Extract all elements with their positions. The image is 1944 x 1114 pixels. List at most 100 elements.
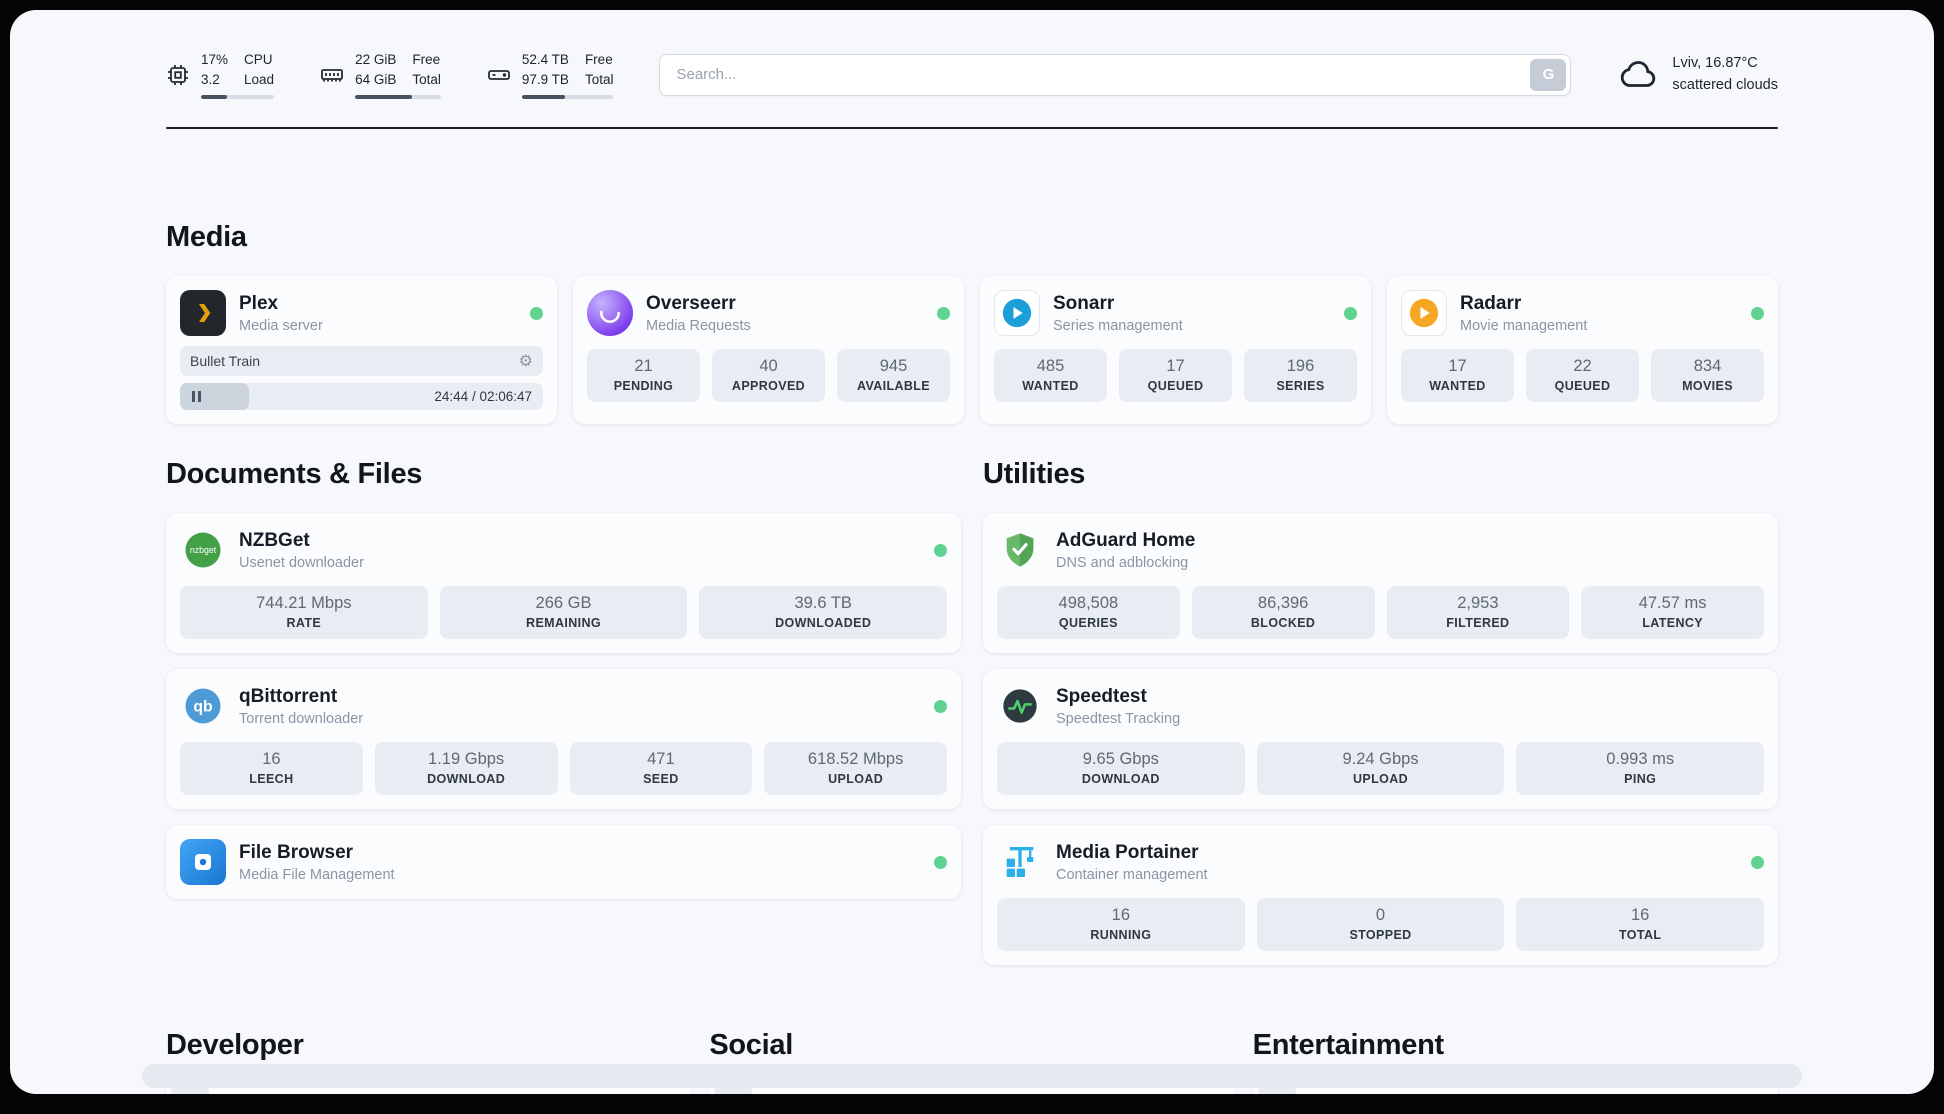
- stat-download: 9.65 Gbps DOWNLOAD: [997, 742, 1245, 796]
- search-bar: G: [659, 53, 1572, 96]
- stat-label: WANTED: [1022, 379, 1079, 394]
- stat-label: REMAINING: [526, 616, 601, 631]
- stat-value: 266 GB: [535, 594, 592, 613]
- stat-value: 86,396: [1257, 594, 1309, 613]
- stat-wanted: 485 WANTED: [994, 349, 1107, 403]
- stat-wanted: 17 WANTED: [1401, 349, 1514, 403]
- weather-widget: Lviv, 16.87°C scattered clouds: [1617, 53, 1778, 97]
- status-dot: [934, 855, 947, 869]
- cpu-load-value: 3.2: [201, 71, 220, 87]
- app-card-sonarr[interactable]: Sonarr Series management 485 WANTED 17 Q…: [980, 276, 1371, 425]
- stat-queries: 498,508 QUERIES: [997, 586, 1180, 640]
- app-name: File Browser: [239, 841, 354, 863]
- app-name: qBittorrent: [239, 685, 338, 707]
- now-playing-row: Bullet Train ⚙: [180, 346, 543, 377]
- playback-progress-bar[interactable]: 24:44 / 02:06:47: [180, 383, 543, 411]
- stat-value: 471: [647, 750, 675, 769]
- app-card-portainer[interactable]: Media Portainer Container management 16 …: [983, 825, 1778, 966]
- svg-text:qb: qb: [193, 698, 212, 715]
- stat-value: 618.52 Mbps: [807, 750, 904, 769]
- stat-queued: 17 QUEUED: [1119, 349, 1232, 403]
- ram-stat: 22 GiB 64 GiB Free Total: [320, 50, 441, 100]
- stat-label: DOWNLOAD: [427, 772, 506, 787]
- bookmark-badge: LI: [714, 1084, 753, 1094]
- stat-label: RATE: [286, 616, 322, 631]
- ram-icon: [321, 68, 343, 82]
- status-dot: [937, 306, 950, 320]
- status-dot: [1344, 306, 1357, 320]
- app-name: AdGuard Home: [1056, 529, 1196, 551]
- playback-time: 24:44 / 02:06:47: [434, 389, 532, 405]
- search-input[interactable]: [659, 53, 1572, 96]
- system-stats: 17% 3.2 CPU Load: [166, 50, 614, 100]
- stat-latency: 47.57 ms LATENCY: [1581, 586, 1764, 640]
- ram-total-value: 64 GiB: [355, 71, 397, 87]
- stat-value: 22: [1573, 357, 1592, 376]
- top-bar: 17% 3.2 CPU Load: [166, 10, 1778, 100]
- stat-value: 945: [879, 357, 908, 376]
- app-name: Plex: [239, 292, 279, 314]
- stat-value: 744.21 Mbps: [256, 594, 352, 613]
- stat-label: MOVIES: [1682, 379, 1733, 394]
- horizontal-scrollbar[interactable]: [142, 1064, 1802, 1088]
- app-card-qbittorrent[interactable]: qb qBittorrent Torrent downloader 16: [166, 669, 961, 810]
- app-card-radarr[interactable]: Radarr Movie management 17 WANTED 22 QUE…: [1387, 276, 1778, 425]
- app-card-plex[interactable]: Plex Media server Bullet Train ⚙ 24:44 /…: [166, 276, 557, 425]
- cpu-usage-value: 17%: [201, 52, 229, 67]
- app-subtitle: Media File Management: [239, 866, 395, 883]
- stat-label: QUEUED: [1554, 379, 1611, 394]
- qbittorrent-icon: qb: [180, 683, 226, 729]
- stat-value: 485: [1036, 357, 1065, 376]
- stat-value: 21: [634, 357, 653, 376]
- stat-label: UPLOAD: [828, 772, 884, 787]
- stat-approved: 40 APPROVED: [712, 349, 825, 403]
- stat-remaining: 266 GB REMAINING: [439, 586, 688, 640]
- overseerr-icon: [587, 290, 633, 337]
- stat-value: 834: [1693, 357, 1722, 376]
- stat-label: RUNNING: [1090, 928, 1152, 943]
- app-subtitle: Media Requests: [646, 317, 751, 334]
- stat-label: DOWNLOAD: [1081, 772, 1160, 787]
- app-card-adguard[interactable]: AdGuard Home DNS and adblocking 498,508 …: [983, 513, 1778, 654]
- disk-progress-bar: [521, 95, 614, 100]
- app-subtitle: Usenet downloader: [239, 554, 364, 571]
- status-dot: [1751, 306, 1764, 320]
- stat-value: 0.993 ms: [1606, 750, 1675, 769]
- stat-download: 1.19 Gbps DOWNLOAD: [374, 742, 558, 796]
- disk-total-value: 97.9 TB: [521, 71, 569, 87]
- radarr-icon: [1401, 290, 1447, 337]
- stat-value: 0: [1375, 906, 1386, 925]
- stat-label: DOWNLOADED: [775, 616, 872, 631]
- stat-value: 17: [1448, 357, 1467, 376]
- stat-label: PING: [1624, 772, 1657, 787]
- topbar-divider: [166, 127, 1778, 130]
- stat-label: APPROVED: [731, 379, 806, 394]
- filebrowser-icon: [180, 839, 226, 886]
- stat-label: PENDING: [613, 379, 674, 394]
- app-card-nzbget[interactable]: nzbget NZBGet Usenet downloader 744.21 M…: [166, 513, 961, 654]
- stat-value: 17: [1166, 357, 1185, 376]
- app-card-speedtest[interactable]: Speedtest Speedtest Tracking 9.65 Gbps D…: [983, 669, 1778, 810]
- status-dot: [934, 543, 947, 557]
- app-subtitle: Torrent downloader: [239, 710, 364, 727]
- stat-label: STOPPED: [1349, 928, 1412, 943]
- stat-rate: 744.21 Mbps RATE: [180, 586, 428, 640]
- stat-value: 40: [759, 357, 778, 376]
- cpu-progress-bar: [201, 95, 275, 100]
- app-card-filebrowser[interactable]: File Browser Media File Management: [166, 825, 961, 900]
- gear-icon[interactable]: ⚙: [518, 353, 533, 371]
- stat-label: BLOCKED: [1250, 616, 1316, 631]
- stat-value: 9.65 Gbps: [1082, 750, 1159, 769]
- search-engine-button[interactable]: G: [1530, 58, 1567, 91]
- stat-value: 2,953: [1457, 594, 1499, 613]
- stat-label: QUERIES: [1058, 616, 1118, 631]
- utilities-section: Utilities: [983, 458, 1778, 966]
- disk-label-bottom: Total: [584, 71, 614, 87]
- cpu-label-top: CPU: [244, 52, 273, 67]
- dashboard-frame: 17% 3.2 CPU Load: [10, 10, 1934, 1094]
- app-card-overseerr[interactable]: Overseerr Media Requests 21 PENDING 40 A…: [573, 276, 964, 425]
- cpu-label-bottom: Load: [244, 71, 275, 87]
- pause-icon[interactable]: [192, 391, 201, 403]
- app-name: Media Portainer: [1056, 841, 1199, 863]
- stat-filtered: 2,953 FILTERED: [1386, 586, 1570, 640]
